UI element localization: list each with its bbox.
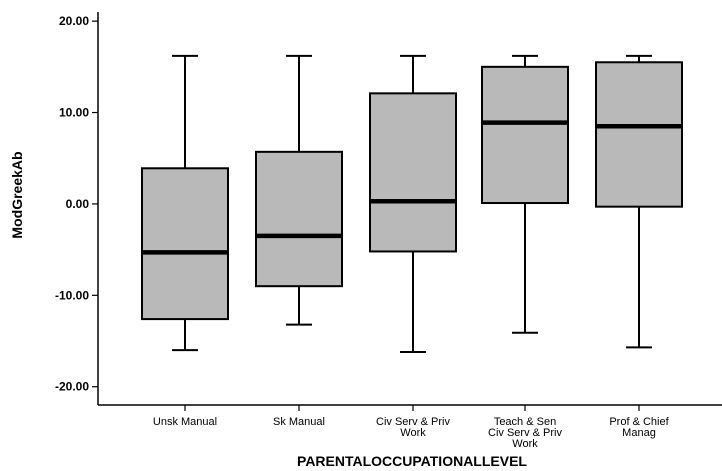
x-tick-label-line: Unsk Manual bbox=[153, 416, 217, 428]
y-tick-label: 0.00 bbox=[66, 197, 90, 211]
x-tick-label-line: Prof & Chief bbox=[609, 416, 669, 428]
y-tick-label: -10.00 bbox=[55, 288, 89, 302]
y-tick-label: 10.00 bbox=[59, 106, 89, 120]
x-tick-label: Teach & Sen Civ Serv & Priv Work bbox=[488, 416, 562, 450]
y-tick-label: 20.00 bbox=[59, 14, 89, 28]
x-tick-label: Civ Serv & Priv Work bbox=[376, 416, 450, 439]
x-tick-label-line: Work bbox=[512, 438, 538, 450]
x-axis-title: PARENTALOCCUPATIONALLEVEL bbox=[297, 453, 527, 469]
x-tick-label: Sk Manual bbox=[273, 416, 325, 428]
boxes bbox=[141, 54, 683, 353]
x-tick-label-line: Manag bbox=[622, 427, 656, 439]
x-axis-category-labels: Unsk Manual Sk Manual Civ Serv & Priv WorkT… bbox=[153, 405, 670, 450]
x-tick-label-line: Sk Manual bbox=[273, 416, 325, 428]
x-tick-label: Unsk Manual bbox=[153, 416, 217, 428]
x-tick-label: Prof & Chief Manag bbox=[609, 416, 669, 439]
iqr-box bbox=[141, 167, 229, 321]
y-axis-title: ModGreekAb bbox=[9, 151, 25, 238]
x-tick-label-line: Work bbox=[400, 427, 426, 439]
box-group bbox=[255, 54, 343, 326]
box-group bbox=[369, 54, 457, 353]
iqr-box bbox=[369, 92, 457, 253]
box-group bbox=[595, 54, 683, 349]
iqr-box bbox=[255, 150, 343, 288]
box-group bbox=[481, 54, 569, 334]
iqr-box bbox=[481, 65, 569, 205]
axes bbox=[97, 12, 722, 406]
y-axis-ticks: 20.00 10.00 0.00 -10.00 -20.00 bbox=[55, 14, 98, 394]
y-tick-label: -20.00 bbox=[55, 380, 89, 394]
iqr-box bbox=[595, 61, 683, 208]
x-tick-label-line: Civ Serv & Priv bbox=[376, 416, 450, 428]
x-tick-label-line: Civ Serv & Priv bbox=[488, 427, 562, 439]
box-group bbox=[141, 54, 229, 352]
x-tick-label-line: Teach & Sen bbox=[494, 416, 556, 428]
